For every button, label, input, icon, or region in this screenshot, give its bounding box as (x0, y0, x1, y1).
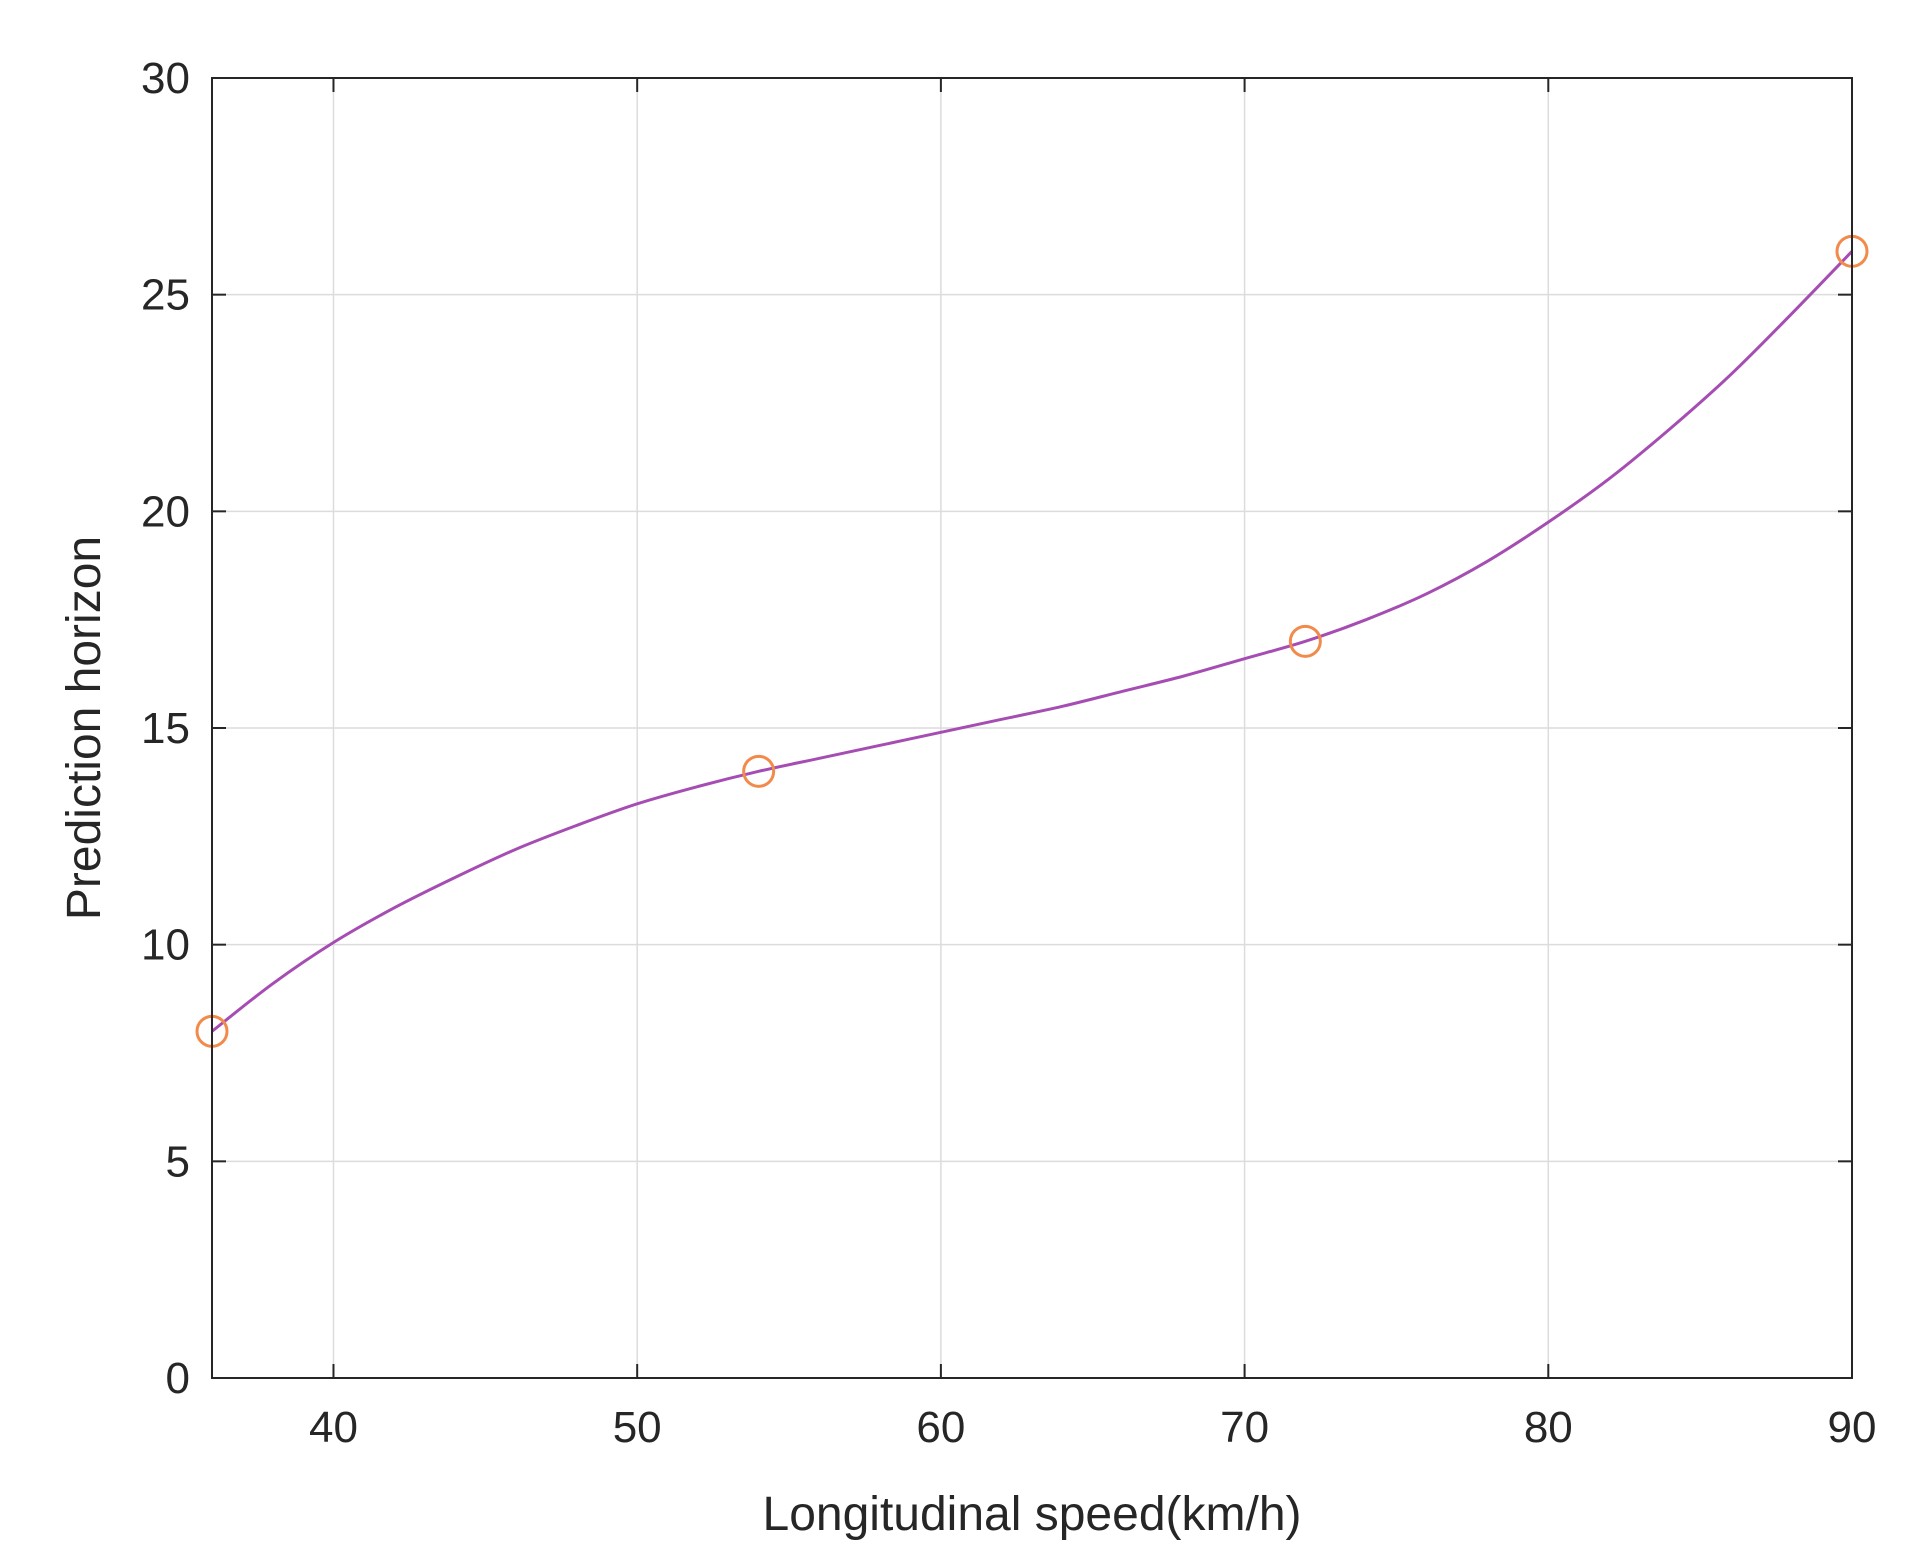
data-point-marker (1288, 624, 1322, 658)
y-tick-label: 5 (166, 1137, 190, 1186)
y-axis-label: Prediction horizon (58, 536, 111, 920)
x-tick-label: 60 (916, 1403, 965, 1452)
tick-labels: 40 50 60 70 80 90 0 5 10 15 20 25 30 (141, 54, 1876, 1452)
axes (211, 77, 1853, 1379)
x-tick-label: 40 (309, 1403, 358, 1452)
y-tick-label: 10 (141, 921, 190, 970)
y-tick-label: 30 (141, 54, 190, 103)
x-axis-label: Longitudinal speed(km/h) (763, 1488, 1302, 1541)
curve-layer (211, 250, 1854, 1033)
x-tick-label: 70 (1220, 1403, 1269, 1452)
grid-lines (212, 77, 1853, 1379)
marker-layer (195, 234, 1869, 1048)
x-tick-label: 50 (613, 1403, 662, 1452)
y-tick-label: 0 (166, 1354, 190, 1403)
y-tick-label: 15 (141, 704, 190, 753)
fitted-curve-line (211, 250, 1854, 1033)
data-point-marker (742, 754, 776, 788)
y-tick-label: 20 (141, 487, 190, 536)
x-tick-label: 80 (1524, 1403, 1573, 1452)
y-tick-label: 25 (141, 271, 190, 320)
x-tick-label: 90 (1828, 1403, 1877, 1452)
